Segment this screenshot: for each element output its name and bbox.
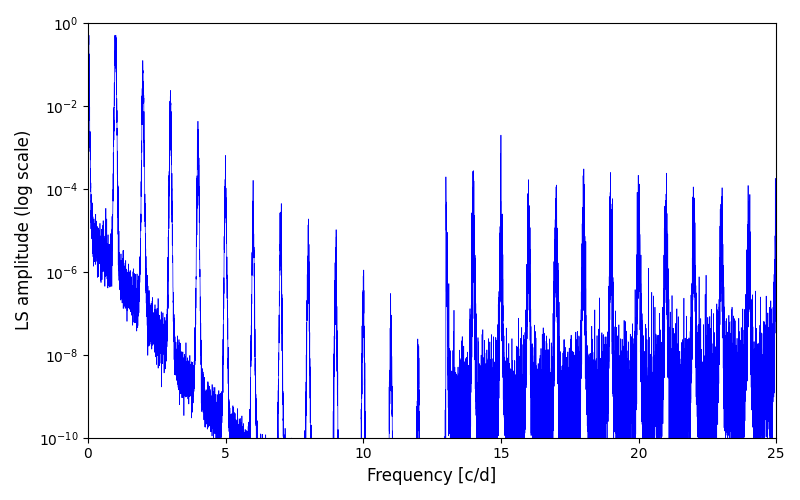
Y-axis label: LS amplitude (log scale): LS amplitude (log scale) (15, 130, 33, 330)
X-axis label: Frequency [c/d]: Frequency [c/d] (367, 467, 497, 485)
